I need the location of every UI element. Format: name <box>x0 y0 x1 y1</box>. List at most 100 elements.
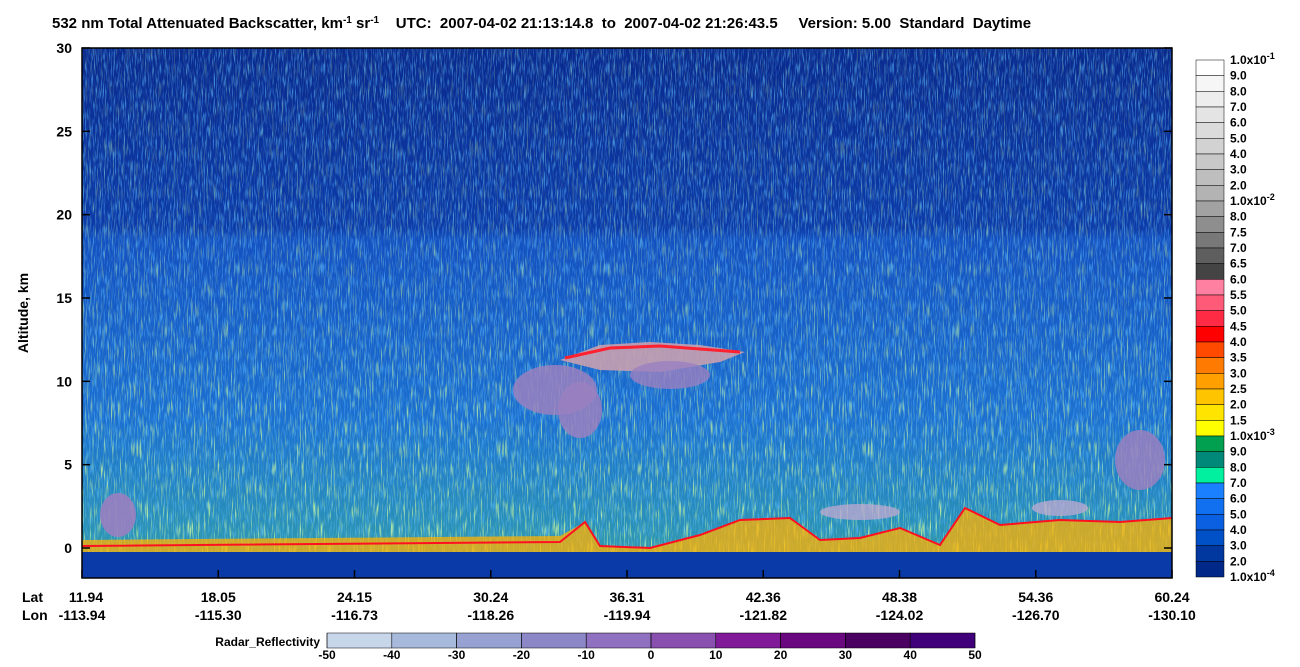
lon-tick-label: -130.10 <box>1148 607 1196 623</box>
title-part: UTC: 2007-04-02 21:13:14.8 to 2007-04-02… <box>379 15 1031 32</box>
colorbar-label: 7.0 <box>1230 476 1247 490</box>
y-tick-label: 10 <box>56 373 72 389</box>
colorbar-band <box>1195 467 1225 484</box>
colorbar-band <box>1195 420 1225 437</box>
colorbar-band <box>1195 561 1225 578</box>
colorbar-label-base: 1.0x10 <box>1230 570 1267 584</box>
radar-tick-label: -50 <box>318 648 336 662</box>
radar-band <box>650 632 717 649</box>
colorbar-label: 7.5 <box>1230 225 1247 239</box>
colorbar-band <box>1195 232 1225 249</box>
lat-tick-label: 11.94 <box>69 589 103 605</box>
radar-tick-label: 40 <box>904 648 918 662</box>
colorbar-label: 6.5 <box>1230 257 1247 271</box>
colorbar-label: 7.0 <box>1230 241 1247 255</box>
colorbar-label-exp: -4 <box>1267 568 1275 578</box>
lat-tick-label: 24.15 <box>337 589 372 605</box>
colorbar-label: 8.0 <box>1230 210 1247 224</box>
lon-tick-label: -118.26 <box>467 607 514 623</box>
colorbar-band <box>1195 106 1225 123</box>
colorbar-band <box>1195 59 1225 76</box>
colorbar-label-exp: -2 <box>1267 192 1275 202</box>
colorbar-band <box>1195 216 1225 233</box>
colorbar-label: 4.0 <box>1230 523 1247 537</box>
colorbar-band <box>1195 388 1225 405</box>
radar-tick-label: 20 <box>774 648 788 662</box>
lon-tick-label: -113.94 <box>59 607 106 623</box>
radar-echo <box>1115 430 1165 490</box>
colorbar-label: 5.0 <box>1230 507 1247 521</box>
lat-tick-label: 42.36 <box>746 589 781 605</box>
noise <box>82 48 1172 578</box>
radar-tick-label: 30 <box>839 648 853 662</box>
y-tick-label: 25 <box>56 123 72 139</box>
colorbar-label: 9.0 <box>1230 445 1247 459</box>
title-part: sr <box>352 15 371 32</box>
radar-echo <box>100 493 136 537</box>
radar-band <box>391 632 457 649</box>
colorbar-band <box>1195 200 1225 217</box>
colorbar-label: 3.0 <box>1230 366 1247 380</box>
colorbar-label: 1.0x10-4 <box>1230 568 1275 584</box>
radar-band <box>521 632 587 649</box>
radar-band <box>715 632 781 649</box>
colorbar-label: 4.0 <box>1230 147 1247 161</box>
colorbar-label: 9.0 <box>1230 69 1247 83</box>
lon-label: Lon <box>22 607 48 623</box>
radar-tick-label: -20 <box>513 648 531 662</box>
lat-tick-label: 18.05 <box>201 589 236 605</box>
colorbar-label: 5.5 <box>1230 288 1247 302</box>
colorbar-label: 1.0x10-1 <box>1230 51 1275 67</box>
colorbar-band <box>1195 153 1225 170</box>
radar-echo <box>820 504 900 520</box>
colorbar-label: 8.0 <box>1230 84 1247 98</box>
lat-tick-label: 54.36 <box>1018 589 1053 605</box>
radar-tick-label: -10 <box>578 648 596 662</box>
surface-line <box>81 506 1173 550</box>
colorbar-label: 1.0x10-3 <box>1230 427 1275 443</box>
colorbar-label-exp: -1 <box>1267 51 1275 61</box>
colorbar-label-exp: -3 <box>1267 427 1275 437</box>
y-tick-label: 5 <box>64 457 72 473</box>
title-part: 532 nm Total Attenuated Backscatter, km <box>52 15 343 32</box>
y-tick-label: 20 <box>56 207 72 223</box>
radar-band <box>845 632 911 649</box>
radar-echo <box>1032 500 1088 516</box>
colorbar-band <box>1195 373 1225 390</box>
title-superscript: -1 <box>343 15 352 26</box>
colorbar-band <box>1195 310 1225 327</box>
lon-tick-label: -126.70 <box>1012 607 1060 623</box>
colorbar-label: 4.0 <box>1230 335 1247 349</box>
radar-band <box>326 632 393 649</box>
lat-tick-label: 48.38 <box>882 589 917 605</box>
colorbar-label: 2.0 <box>1230 554 1247 568</box>
colorbar-band <box>1195 122 1225 139</box>
lon-tick-label: -119.94 <box>604 607 651 623</box>
colorbar-band <box>1195 435 1225 452</box>
colorbar-label: 2.0 <box>1230 398 1247 412</box>
radar-band <box>909 632 976 649</box>
colorbar-band <box>1195 451 1225 468</box>
colorbar-band <box>1195 357 1225 374</box>
colorbar-band <box>1195 341 1225 358</box>
colorbar-label: 6.0 <box>1230 272 1247 286</box>
colorbar-label: 5.0 <box>1230 304 1247 318</box>
radar-band <box>585 632 652 649</box>
lon-tick-label: -115.30 <box>195 607 242 623</box>
lon-tick-label: -121.82 <box>740 607 788 623</box>
y-tick-label: 30 <box>56 40 72 56</box>
chart-title: 532 nm Total Attenuated Backscatter, km-… <box>52 15 1031 33</box>
colorbar-band <box>1195 91 1225 108</box>
colorbar-label: 1.0x10-2 <box>1230 192 1275 208</box>
colorbar-band <box>1195 169 1225 186</box>
colorbar-band <box>1195 482 1225 499</box>
colorbar-band <box>1195 529 1225 546</box>
colorbar-label: 1.5 <box>1230 413 1247 427</box>
lat-tick-label: 36.31 <box>609 589 644 605</box>
colorbar-band <box>1195 279 1225 296</box>
y-tick-label: 0 <box>64 540 72 556</box>
colorbar-label: 3.0 <box>1230 163 1247 177</box>
colorbar-band <box>1195 75 1225 92</box>
